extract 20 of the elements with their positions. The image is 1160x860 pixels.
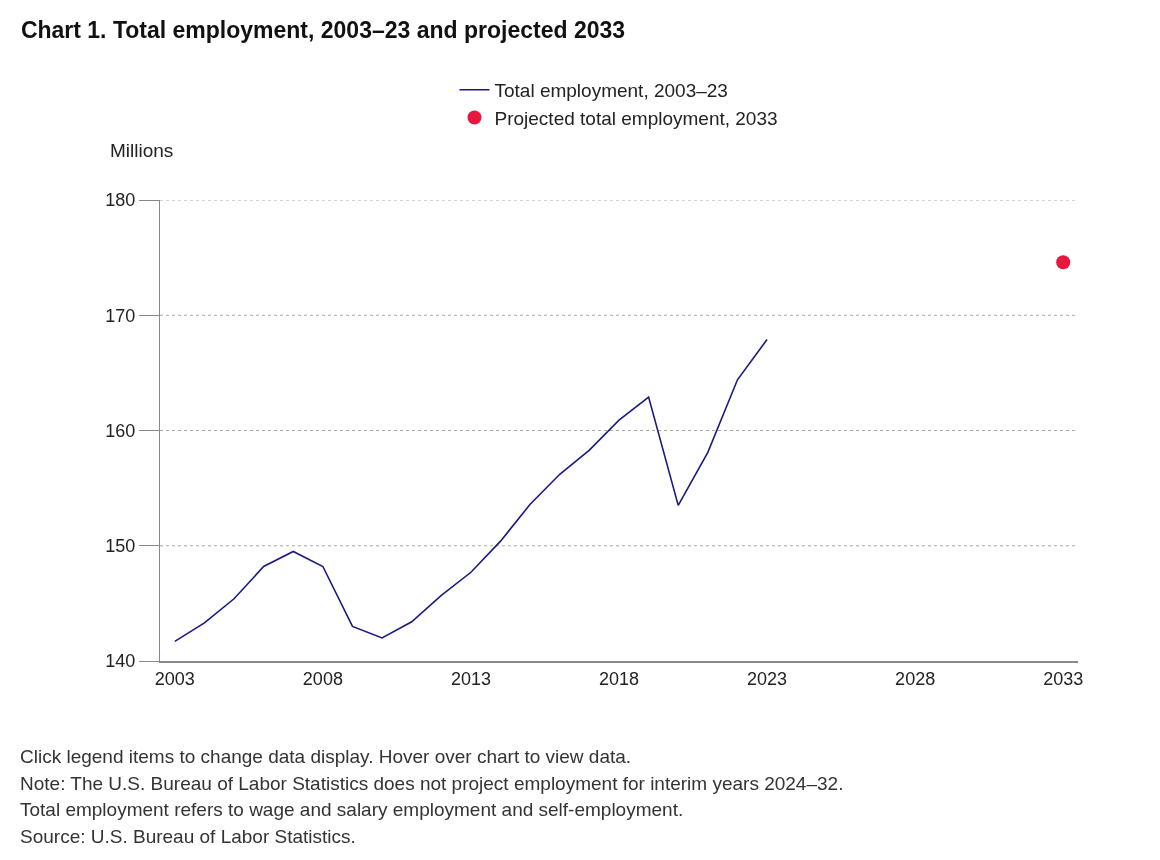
y-tick-label: 140 [105,651,136,672]
chart-title: Chart 1. Total employment, 2003–23 and projected 2033 [20,16,626,43]
x-tick-label: 2028 [895,668,936,689]
x-tick-label: 2013 [450,668,491,689]
x-tick-label: 2033 [1043,668,1084,689]
x-tick-label: 2008 [302,668,343,689]
y-tick-label: 170 [105,305,136,326]
x-tick-label: 2023 [747,668,788,689]
x-tick-label: 2003 [154,668,195,689]
y-tick-label: 150 [105,536,136,557]
x-tick-label: 2018 [598,668,640,689]
text: Note: The U.S. Bureau of Labor Statistics does not project employment for interim years 2024–32. [20,773,844,794]
text: Total employment refers to wage and salary employment and self-employment. [20,799,684,820]
y-tick-label: 180 [105,190,136,211]
y-tick-label: 160 [105,420,136,441]
legend-label: Total employment, 2003–23 [494,80,728,102]
y-axis-title: Millions [110,140,174,161]
text: Click legend items to change data display. Hover over chart to view data. [20,746,632,767]
legend-label: Projected total employment, 2033 [494,107,778,129]
source-note: Source: U.S. Bureau of Labor Statistics. [20,826,356,847]
